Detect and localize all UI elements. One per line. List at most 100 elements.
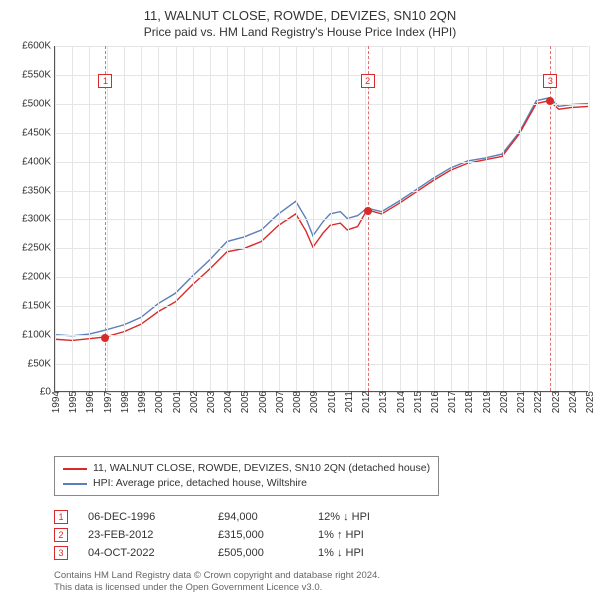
legend-swatch-property	[63, 468, 87, 470]
sale-marker-box: 2	[361, 74, 375, 88]
legend: 11, WALNUT CLOSE, ROWDE, DEVIZES, SN10 2…	[54, 456, 439, 495]
x-tick-label: 2014	[393, 391, 407, 413]
x-tick-label: 1998	[117, 391, 131, 413]
sale-row-price: £505,000	[218, 547, 298, 559]
y-tick-label: £450K	[22, 127, 55, 138]
x-gridline	[468, 46, 469, 391]
y-tick-label: £200K	[22, 272, 55, 283]
x-tick-label: 1994	[48, 391, 62, 413]
sale-table-row: 3 04-OCT-2022 £505,000 1% ↓ HPI	[54, 544, 588, 562]
footer-attribution: Contains HM Land Registry data © Crown c…	[54, 570, 588, 595]
x-gridline	[72, 46, 73, 391]
chart-title: 11, WALNUT CLOSE, ROWDE, DEVIZES, SN10 2…	[12, 8, 588, 25]
y-tick-label: £100K	[22, 329, 55, 340]
y-gridline	[55, 133, 588, 134]
y-tick-label: £550K	[22, 70, 55, 81]
x-tick-label: 2025	[582, 391, 596, 413]
x-tick-label: 2020	[496, 391, 510, 413]
x-gridline	[227, 46, 228, 391]
x-tick-label: 1996	[82, 391, 96, 413]
x-gridline	[124, 46, 125, 391]
x-tick-label: 2013	[375, 391, 389, 413]
x-tick-label: 2024	[565, 391, 579, 413]
y-gridline	[55, 306, 588, 307]
y-gridline	[55, 248, 588, 249]
x-tick-label: 2022	[530, 391, 544, 413]
x-gridline	[262, 46, 263, 391]
x-tick-label: 2002	[186, 391, 200, 413]
y-gridline	[55, 219, 588, 220]
sale-row-index: 3	[54, 546, 68, 560]
x-gridline	[210, 46, 211, 391]
legend-label-hpi: HPI: Average price, detached house, Wilt…	[93, 476, 307, 491]
x-gridline	[331, 46, 332, 391]
legend-item-hpi: HPI: Average price, detached house, Wilt…	[63, 476, 430, 491]
x-tick-label: 2011	[341, 391, 355, 413]
x-gridline	[434, 46, 435, 391]
x-tick-label: 1997	[100, 391, 114, 413]
y-tick-label: £400K	[22, 156, 55, 167]
x-gridline	[365, 46, 366, 391]
x-tick-label: 2000	[151, 391, 165, 413]
x-gridline	[193, 46, 194, 391]
legend-item-property: 11, WALNUT CLOSE, ROWDE, DEVIZES, SN10 2…	[63, 461, 430, 476]
x-gridline	[141, 46, 142, 391]
x-gridline	[451, 46, 452, 391]
footer-line-1: Contains HM Land Registry data © Crown c…	[54, 570, 588, 582]
x-gridline	[589, 46, 590, 391]
sale-row-delta: 1% ↓ HPI	[318, 547, 418, 559]
sale-row-price: £315,000	[218, 529, 298, 541]
sale-dot	[546, 97, 554, 105]
x-tick-label: 2009	[306, 391, 320, 413]
series-line-property	[55, 101, 588, 341]
x-gridline	[279, 46, 280, 391]
x-tick-label: 2015	[410, 391, 424, 413]
y-gridline	[55, 75, 588, 76]
sale-row-delta: 12% ↓ HPI	[318, 511, 418, 523]
y-gridline	[55, 191, 588, 192]
chart-subtitle: Price paid vs. HM Land Registry's House …	[12, 25, 588, 41]
sale-row-price: £94,000	[218, 511, 298, 523]
x-tick-label: 2007	[272, 391, 286, 413]
x-gridline	[176, 46, 177, 391]
y-gridline	[55, 277, 588, 278]
x-gridline	[296, 46, 297, 391]
x-tick-label: 2006	[255, 391, 269, 413]
x-tick-label: 2016	[427, 391, 441, 413]
x-gridline	[313, 46, 314, 391]
x-tick-label: 2018	[461, 391, 475, 413]
x-gridline	[244, 46, 245, 391]
sale-marker-box: 3	[543, 74, 557, 88]
sale-row-date: 06-DEC-1996	[88, 511, 198, 523]
y-gridline	[55, 104, 588, 105]
y-tick-label: £150K	[22, 300, 55, 311]
y-gridline	[55, 162, 588, 163]
chart-area: £0£50K£100K£150K£200K£250K£300K£350K£400…	[12, 46, 588, 424]
x-tick-label: 1999	[134, 391, 148, 413]
x-tick-label: 2005	[237, 391, 251, 413]
y-gridline	[55, 335, 588, 336]
sale-row-delta: 1% ↑ HPI	[318, 529, 418, 541]
x-gridline	[503, 46, 504, 391]
x-gridline	[520, 46, 521, 391]
sale-dot	[101, 334, 109, 342]
sale-row-index: 1	[54, 510, 68, 524]
legend-label-property: 11, WALNUT CLOSE, ROWDE, DEVIZES, SN10 2…	[93, 461, 430, 476]
footer-line-2: This data is licensed under the Open Gov…	[54, 582, 588, 594]
x-tick-label: 2012	[358, 391, 372, 413]
y-tick-label: £350K	[22, 185, 55, 196]
sale-row-date: 04-OCT-2022	[88, 547, 198, 559]
chart-container: 11, WALNUT CLOSE, ROWDE, DEVIZES, SN10 2…	[0, 0, 600, 590]
x-tick-label: 2019	[479, 391, 493, 413]
x-gridline	[348, 46, 349, 391]
y-gridline	[55, 46, 588, 47]
x-tick-label: 2001	[169, 391, 183, 413]
x-gridline	[555, 46, 556, 391]
x-gridline	[400, 46, 401, 391]
sale-vertical-line	[368, 46, 369, 391]
y-tick-label: £250K	[22, 243, 55, 254]
y-tick-label: £50K	[28, 358, 55, 369]
x-gridline	[537, 46, 538, 391]
x-gridline	[572, 46, 573, 391]
y-tick-label: £300K	[22, 214, 55, 225]
